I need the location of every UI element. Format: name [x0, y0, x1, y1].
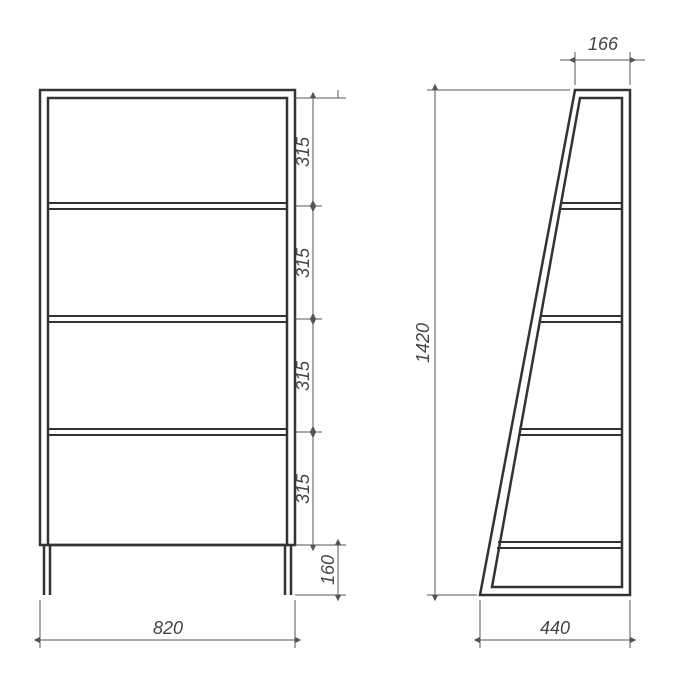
dim-315-3: 315	[293, 360, 313, 391]
technical-drawing: 315 315 315 315 160 820 166	[0, 0, 700, 700]
dim-1420: 1420	[413, 323, 433, 363]
front-view	[40, 90, 295, 595]
side-dim-height	[427, 90, 570, 595]
dim-166: 166	[588, 34, 619, 54]
dim-315-4: 315	[293, 473, 313, 504]
side-shelves	[497, 203, 622, 548]
side-dim-top	[560, 52, 645, 85]
dim-160: 160	[318, 555, 338, 585]
dim-315-2: 315	[293, 247, 313, 278]
side-view	[480, 90, 630, 595]
front-shelves	[48, 203, 287, 435]
dim-820: 820	[153, 618, 183, 638]
dim-315-1: 315	[293, 136, 313, 167]
dim-440: 440	[540, 618, 570, 638]
